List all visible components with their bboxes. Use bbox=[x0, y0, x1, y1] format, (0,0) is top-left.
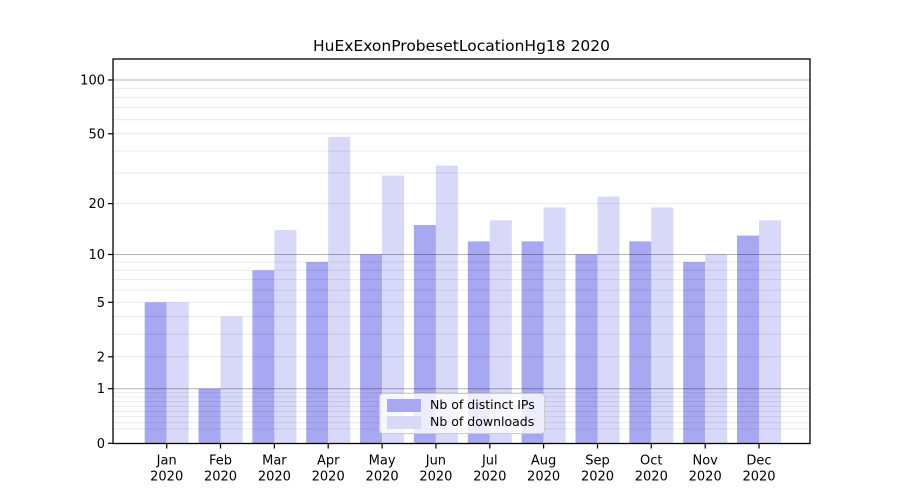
bar-distinct-ips-may bbox=[360, 254, 383, 444]
y-axis-labels: 0 1 2 5 10 20 50 100 bbox=[80, 74, 113, 452]
bar-downloads-feb bbox=[220, 316, 243, 444]
x-tick-label-year: 2020 bbox=[312, 470, 345, 485]
bar-downloads-nov bbox=[705, 254, 728, 444]
x-tick-label-year: 2020 bbox=[204, 470, 237, 485]
bar-downloads-apr bbox=[328, 136, 351, 444]
bar-downloads-jan bbox=[166, 302, 189, 444]
bar-downloads-aug bbox=[543, 207, 566, 444]
x-tick-label-year: 2020 bbox=[635, 470, 668, 485]
bar-downloads-jul bbox=[489, 220, 512, 444]
x-axis-labels: Jan2020Feb2020Mar2020Apr2020May2020Jun20… bbox=[150, 443, 776, 485]
x-tick-label-year: 2020 bbox=[419, 470, 452, 485]
gridlines bbox=[113, 79, 810, 430]
legend-label-distinct-ips: Nb of distinct IPs bbox=[430, 396, 535, 412]
legend-label-downloads: Nb of downloads bbox=[430, 413, 535, 429]
y-tick-label: 0 bbox=[97, 437, 105, 452]
x-tick-label-month: Jul bbox=[481, 454, 498, 469]
bar-downloads-oct bbox=[651, 207, 674, 444]
x-tick-label-year: 2020 bbox=[150, 470, 183, 485]
legend-swatch-downloads bbox=[387, 415, 421, 429]
plot-border bbox=[112, 58, 811, 445]
x-tick-label-month: Dec bbox=[746, 454, 771, 469]
legend-item-distinct-ips: Nb of distinct IPs bbox=[387, 396, 538, 412]
bar-distinct-ips-oct bbox=[629, 241, 652, 444]
legend-item-downloads: Nb of downloads bbox=[387, 413, 538, 429]
x-tick-label-month: Aug bbox=[531, 454, 556, 469]
bar-distinct-ips-jul bbox=[467, 241, 490, 444]
x-tick-label-month: Jan bbox=[156, 454, 177, 469]
x-tick-label-month: Sep bbox=[585, 454, 610, 469]
bar-downloads-sep bbox=[597, 196, 620, 444]
y-tick-label: 5 bbox=[97, 296, 105, 311]
y-tick-label: 1 bbox=[97, 382, 105, 397]
bar-downloads-may bbox=[382, 175, 405, 444]
bars-downloads bbox=[166, 136, 781, 444]
legend-swatch-distinct-ips bbox=[387, 398, 421, 412]
bar-downloads-dec bbox=[759, 220, 781, 444]
y-tick-label: 10 bbox=[88, 248, 105, 263]
bar-distinct-ips-jan bbox=[144, 302, 167, 444]
x-tick-label-year: 2020 bbox=[742, 470, 775, 485]
bar-distinct-ips-aug bbox=[521, 241, 544, 444]
bar-distinct-ips-jun bbox=[413, 225, 436, 444]
y-tick-label: 100 bbox=[80, 74, 105, 89]
y-tick-label: 50 bbox=[88, 127, 105, 142]
x-tick-label-year: 2020 bbox=[258, 470, 291, 485]
x-tick-label-month: Jun bbox=[425, 454, 446, 469]
x-tick-label-month: Nov bbox=[693, 454, 719, 469]
bar-distinct-ips-mar bbox=[252, 270, 275, 444]
x-tick-label-year: 2020 bbox=[366, 470, 399, 485]
bar-downloads-mar bbox=[274, 230, 297, 444]
bars-distinct-ips bbox=[144, 225, 759, 444]
y-tick-label: 2 bbox=[97, 350, 105, 365]
bar-distinct-ips-dec bbox=[737, 235, 759, 444]
bar-distinct-ips-sep bbox=[575, 254, 598, 444]
x-tick-label-month: Apr bbox=[317, 454, 340, 469]
x-tick-label-year: 2020 bbox=[581, 470, 614, 485]
bar-distinct-ips-nov bbox=[683, 262, 706, 444]
legend: Nb of distinct IPs Nb of downloads bbox=[379, 393, 545, 434]
x-tick-label-year: 2020 bbox=[473, 470, 506, 485]
bar-distinct-ips-apr bbox=[306, 262, 329, 444]
x-tick-label-year: 2020 bbox=[527, 470, 560, 485]
x-tick-label-month: Mar bbox=[262, 454, 287, 469]
x-tick-label-month: Feb bbox=[209, 454, 232, 469]
bar-downloads-jun bbox=[435, 165, 458, 444]
x-tick-label-year: 2020 bbox=[689, 470, 722, 485]
bars-group bbox=[144, 136, 781, 444]
x-tick-label-month: Oct bbox=[640, 454, 662, 469]
chart-title: HuExExonProbesetLocationHg18 2020 bbox=[312, 37, 611, 55]
bar-distinct-ips-feb bbox=[198, 388, 221, 444]
x-tick-label-month: May bbox=[369, 454, 396, 469]
y-tick-label: 20 bbox=[88, 197, 105, 212]
